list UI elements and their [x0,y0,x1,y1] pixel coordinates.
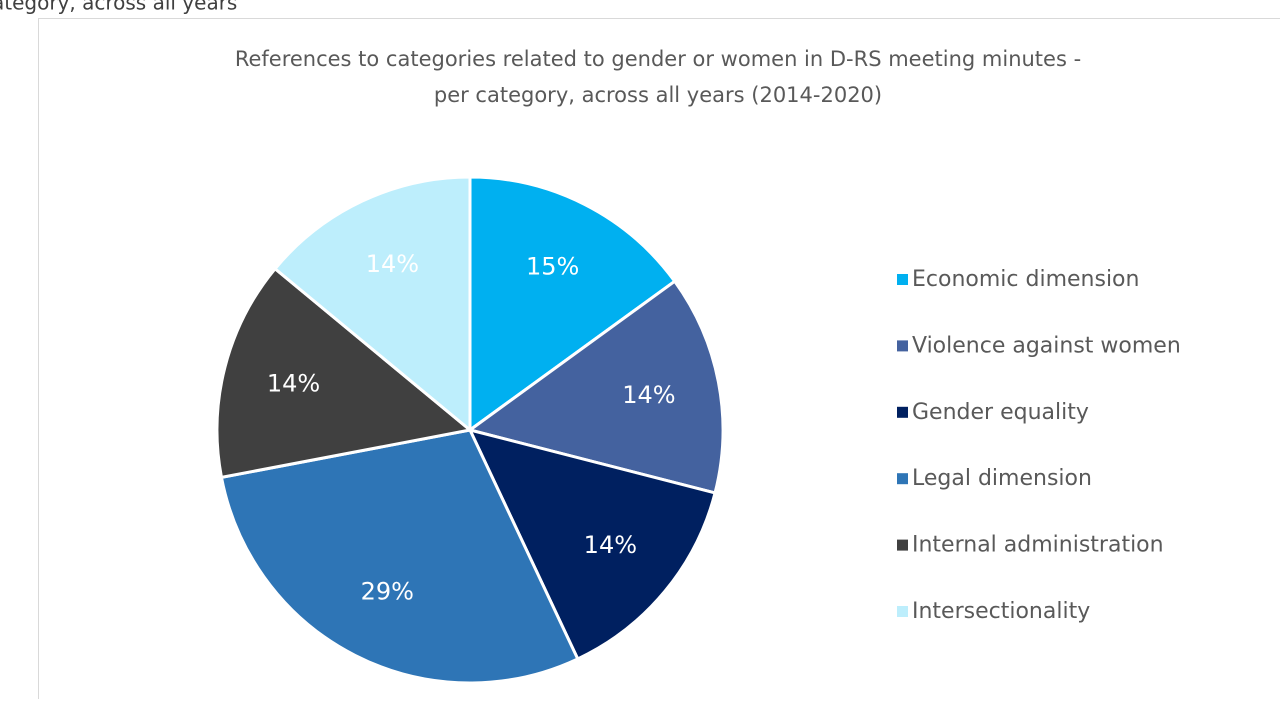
data-label: 29% [361,577,414,605]
data-label: 14% [622,381,675,409]
legend-label: Internal administration [912,533,1164,558]
legend-swatch [897,340,908,351]
chart-title: References to categories related to gend… [235,47,1081,71]
legend-swatch [897,274,908,285]
legend-label: Legal dimension [912,466,1092,491]
legend-label: Economic dimension [912,267,1139,292]
data-label: 14% [584,531,637,559]
legend-swatch [897,606,908,617]
cropped-caption: ategory, across all years [0,0,237,15]
legend-swatch [897,473,908,484]
legend-swatch [897,540,908,551]
legend-label: Gender equality [912,400,1089,425]
data-label: 14% [267,370,320,398]
legend-label: Violence against women [912,333,1181,358]
data-label: 15% [526,253,579,281]
data-label: 14% [366,250,419,278]
legend-swatch [897,407,908,418]
legend-label: Intersectionality [912,599,1090,624]
chart-title: per category, across all years (2014-202… [434,83,882,107]
